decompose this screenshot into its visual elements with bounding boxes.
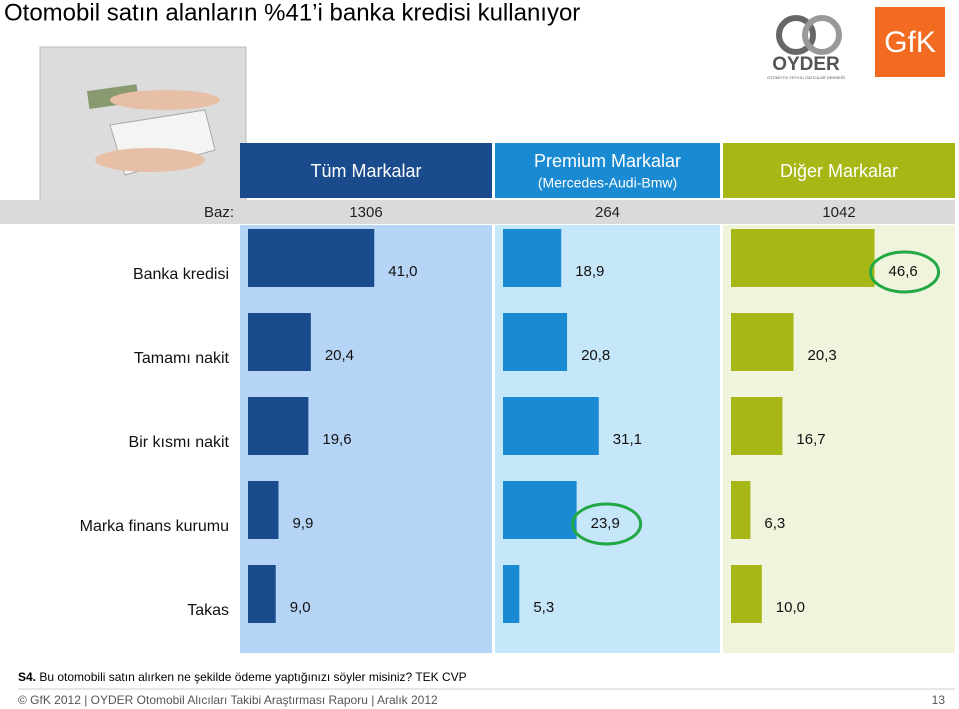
bar	[248, 481, 279, 539]
footer: © GfK 2012 | OYDER Otomobil Alıcıları Ta…	[18, 693, 438, 707]
value-label: 23,9	[591, 515, 620, 532]
oyder-logo: OYDER OTOMOTİV YETKİLİ SATICILAR DERNEĞİ	[767, 15, 845, 80]
gfk-text: GfK	[884, 26, 936, 59]
oyder-text: OYDER	[772, 54, 840, 75]
value-label: 6,3	[764, 515, 785, 532]
panel-header	[495, 143, 720, 198]
panel-header	[723, 143, 955, 198]
value-label: 9,9	[292, 515, 313, 532]
category-label: Tamamı nakit	[134, 350, 230, 367]
bar	[731, 481, 751, 539]
bar	[248, 313, 311, 371]
bar	[503, 229, 562, 287]
value-label: 10,0	[776, 599, 805, 616]
bar	[503, 397, 599, 455]
footnote: S4. Bu otomobili satın alırken ne şekild…	[18, 670, 467, 684]
value-label: 20,3	[808, 347, 837, 364]
footnote-label: S4.	[18, 670, 36, 684]
bar	[503, 481, 577, 539]
page-number: 13	[932, 693, 946, 707]
panel-subtitle: (Mercedes-Audi-Bmw)	[538, 175, 677, 191]
base-value: 1306	[349, 204, 382, 221]
slide-title: Otomobil satın alanların %41’i banka kre…	[4, 0, 580, 26]
highlight-ring	[571, 502, 643, 546]
photo	[39, 46, 247, 203]
panel-title: Premium Markalar	[534, 151, 681, 171]
value-label: 46,6	[889, 263, 918, 280]
value-label: 19,6	[322, 431, 351, 448]
value-label: 5,3	[533, 599, 554, 616]
category-label: Marka finans kurumu	[80, 518, 229, 535]
highlight-ring	[869, 250, 941, 294]
category-label: Banka kredisi	[133, 266, 229, 283]
bar	[503, 565, 520, 623]
base-value: 264	[595, 204, 620, 221]
value-label: 18,9	[575, 263, 604, 280]
panel-title: Tüm Markalar	[310, 161, 421, 181]
chart: Baz: Banka kredisi Tamamı nakit Bir kısmı n…	[0, 143, 955, 653]
bar	[503, 313, 568, 371]
panel-header	[240, 143, 492, 198]
value-label: 20,8	[581, 347, 610, 364]
value-label: 16,7	[796, 431, 825, 448]
gfk-logo: GfK	[875, 7, 945, 77]
bar	[248, 397, 309, 455]
value-label: 31,1	[613, 431, 642, 448]
base-value: 1042	[822, 204, 855, 221]
value-label: 20,4	[325, 347, 354, 364]
bar	[248, 229, 375, 287]
category-label: Takas	[187, 602, 229, 619]
bar	[731, 397, 783, 455]
bar	[731, 229, 875, 287]
value-label: 9,0	[290, 599, 311, 616]
category-label: Bir kısmı nakit	[129, 434, 230, 451]
footnote-text: Bu otomobili satın alırken ne şekilde öd…	[39, 670, 466, 684]
base-label: Baz:	[204, 204, 234, 221]
base-row	[0, 200, 955, 224]
oyder-sub: OTOMOTİV YETKİLİ SATICILAR DERNEĞİ	[767, 75, 845, 80]
bar	[731, 313, 794, 371]
panel-title: Diğer Markalar	[780, 161, 898, 181]
value-label: 41,0	[388, 263, 417, 280]
bar	[731, 565, 762, 623]
bar	[248, 565, 276, 623]
